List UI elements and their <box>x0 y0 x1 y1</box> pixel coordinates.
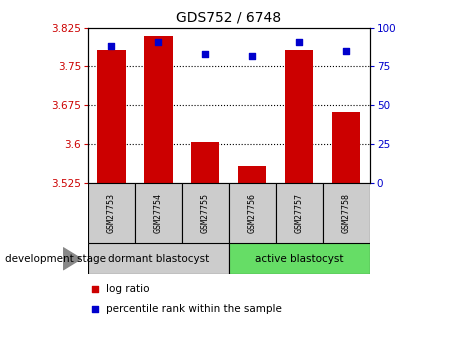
Polygon shape <box>63 248 81 270</box>
Text: log ratio: log ratio <box>106 284 150 294</box>
Point <box>249 53 256 58</box>
Bar <box>97 50 125 183</box>
Text: GSM27757: GSM27757 <box>295 193 304 233</box>
Bar <box>229 243 370 274</box>
Bar <box>88 183 135 243</box>
Bar <box>285 50 313 183</box>
Point <box>92 306 99 312</box>
Text: GDS752 / 6748: GDS752 / 6748 <box>176 10 281 24</box>
Bar <box>182 183 229 243</box>
Point <box>343 48 350 53</box>
Text: GSM27753: GSM27753 <box>107 193 116 233</box>
Bar <box>332 112 360 183</box>
Text: GSM27754: GSM27754 <box>154 193 163 233</box>
Text: active blastocyst: active blastocyst <box>255 254 344 264</box>
Point <box>296 39 303 44</box>
Bar <box>135 183 182 243</box>
Bar <box>88 243 229 274</box>
Bar <box>238 166 267 183</box>
Point <box>202 51 209 57</box>
Bar <box>191 142 220 183</box>
Text: dormant blastocyst: dormant blastocyst <box>108 254 209 264</box>
Bar <box>276 183 323 243</box>
Bar <box>229 183 276 243</box>
Text: GSM27755: GSM27755 <box>201 193 210 233</box>
Text: percentile rank within the sample: percentile rank within the sample <box>106 304 282 314</box>
Text: GSM27758: GSM27758 <box>342 193 351 233</box>
Text: GSM27756: GSM27756 <box>248 193 257 233</box>
Point <box>155 39 162 44</box>
Bar <box>144 37 172 183</box>
Point <box>108 43 115 49</box>
Point <box>92 287 99 292</box>
Text: development stage: development stage <box>5 254 106 264</box>
Bar <box>323 183 370 243</box>
